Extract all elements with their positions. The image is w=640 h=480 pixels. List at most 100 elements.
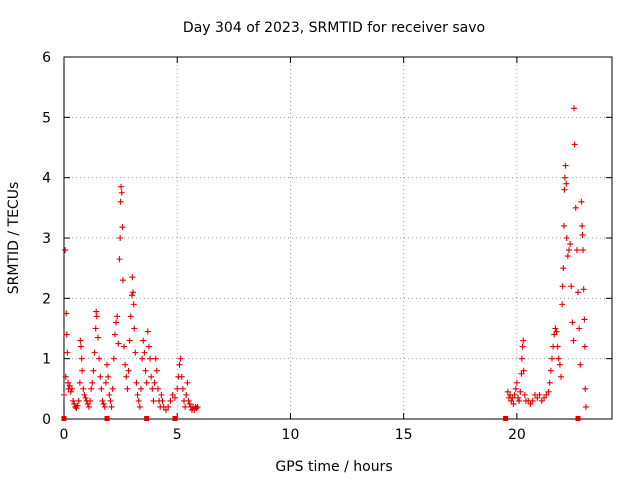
zero-marker xyxy=(172,416,178,421)
data-point xyxy=(148,373,155,380)
data-point xyxy=(97,373,104,380)
y-tick-label: 3 xyxy=(42,231,51,247)
data-point xyxy=(139,355,146,362)
data-point xyxy=(576,325,583,332)
data-point xyxy=(126,337,133,344)
data-point xyxy=(66,382,73,389)
data-point xyxy=(518,355,525,362)
data-point xyxy=(193,405,200,412)
data-point xyxy=(117,198,124,205)
data-point xyxy=(578,198,585,205)
x-tick-label: 15 xyxy=(395,427,413,443)
chart-title: Day 304 of 2023, SRMTID for receiver sav… xyxy=(183,20,485,36)
data-point xyxy=(62,247,69,254)
data-point xyxy=(152,355,159,362)
data-point xyxy=(565,247,572,254)
data-point xyxy=(62,373,69,380)
data-point xyxy=(131,325,138,332)
data-point xyxy=(115,340,122,347)
data-point xyxy=(547,367,554,374)
data-point xyxy=(124,385,131,392)
data-point xyxy=(177,355,184,362)
data-point xyxy=(174,385,181,392)
data-point xyxy=(105,373,112,380)
y-tick-label: 5 xyxy=(42,110,51,126)
data-point xyxy=(176,361,183,368)
y-axis-label: SRMTID / TECUs xyxy=(6,182,22,295)
data-point xyxy=(84,400,91,407)
data-point xyxy=(559,301,566,308)
data-point xyxy=(520,337,527,344)
data-point xyxy=(582,385,589,392)
data-point xyxy=(80,385,87,392)
data-point xyxy=(68,385,75,392)
data-point xyxy=(100,400,107,407)
data-point xyxy=(102,379,109,386)
data-point xyxy=(91,349,98,356)
data-point xyxy=(70,397,77,404)
data-point xyxy=(543,391,550,398)
y-tick-label: 1 xyxy=(42,352,51,368)
y-tick-label: 2 xyxy=(42,291,51,307)
x-tick-label: 20 xyxy=(508,427,526,443)
data-point xyxy=(561,174,568,181)
data-point xyxy=(77,343,84,350)
data-point xyxy=(75,397,82,404)
data-point xyxy=(82,394,89,401)
data-point xyxy=(63,331,70,338)
data-point xyxy=(135,397,142,404)
data-point xyxy=(107,397,114,404)
data-point xyxy=(564,253,571,260)
data-point xyxy=(580,247,587,254)
data-point xyxy=(515,394,522,401)
data-point xyxy=(541,394,548,401)
data-point xyxy=(520,367,527,374)
data-points xyxy=(61,105,589,421)
data-point xyxy=(90,367,97,374)
data-point xyxy=(511,391,518,398)
data-point xyxy=(183,391,190,398)
grid xyxy=(64,57,612,419)
data-point xyxy=(508,397,515,404)
data-point xyxy=(119,224,126,231)
data-point xyxy=(63,310,70,317)
x-tick-label: 5 xyxy=(173,427,182,443)
data-point xyxy=(171,394,178,401)
data-point xyxy=(185,397,192,404)
data-point xyxy=(553,328,560,335)
x-tick-label: 0 xyxy=(60,427,69,443)
data-point xyxy=(568,283,575,290)
data-point xyxy=(122,361,129,368)
data-point xyxy=(117,235,124,241)
data-point xyxy=(127,313,134,320)
data-point xyxy=(546,379,553,386)
data-point xyxy=(158,391,165,398)
zero-marker xyxy=(503,416,509,421)
data-point xyxy=(545,388,552,395)
data-point xyxy=(552,325,559,332)
data-point xyxy=(551,331,558,338)
data-point xyxy=(579,222,586,229)
data-point xyxy=(518,370,525,377)
data-point xyxy=(178,373,185,380)
data-point xyxy=(186,400,193,407)
data-point xyxy=(149,385,156,392)
data-point xyxy=(559,283,566,290)
data-point xyxy=(136,403,143,410)
data-point xyxy=(162,406,169,413)
data-point xyxy=(111,331,118,338)
zero-marker xyxy=(61,416,67,421)
data-point xyxy=(118,183,125,190)
data-point xyxy=(573,247,580,254)
data-point xyxy=(521,391,528,398)
data-point xyxy=(106,391,113,398)
data-point xyxy=(101,403,108,410)
data-point xyxy=(96,355,103,362)
data-point xyxy=(570,105,577,112)
data-point xyxy=(123,373,130,380)
data-point xyxy=(81,391,88,398)
data-point xyxy=(93,308,100,315)
data-point xyxy=(513,379,520,386)
data-point xyxy=(78,355,85,362)
